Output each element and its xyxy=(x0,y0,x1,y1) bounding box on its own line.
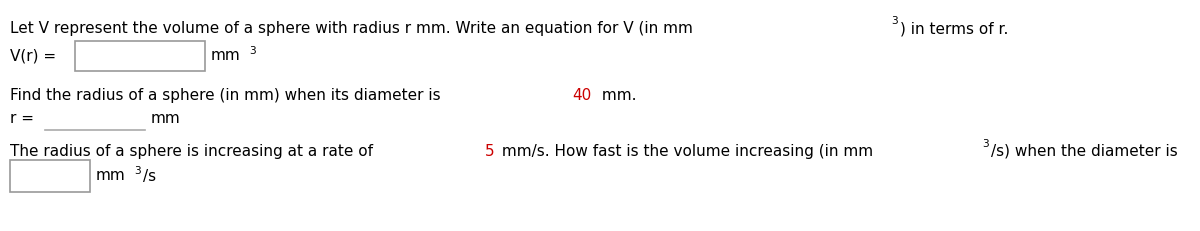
Text: 40: 40 xyxy=(572,88,592,103)
Text: Find the radius of a sphere (in mm) when its diameter is: Find the radius of a sphere (in mm) when… xyxy=(10,88,445,103)
Text: mm.: mm. xyxy=(596,88,636,103)
Text: /s) when the diameter is: /s) when the diameter is xyxy=(991,144,1183,159)
Text: ) in terms of r.: ) in terms of r. xyxy=(900,21,1008,36)
Text: V(r) =: V(r) = xyxy=(10,49,56,64)
Text: The radius of a sphere is increasing at a rate of: The radius of a sphere is increasing at … xyxy=(10,144,378,159)
Text: 3: 3 xyxy=(983,139,989,149)
Text: 5: 5 xyxy=(485,144,494,159)
Text: Let V represent the volume of a sphere with radius r mm. Write an equation for V: Let V represent the volume of a sphere w… xyxy=(10,21,692,36)
Text: mm: mm xyxy=(96,168,126,183)
FancyBboxPatch shape xyxy=(74,41,204,71)
FancyBboxPatch shape xyxy=(10,160,90,192)
Text: r =: r = xyxy=(10,111,34,126)
Text: mm: mm xyxy=(210,49,240,64)
Text: /s: /s xyxy=(143,168,156,183)
Text: mm: mm xyxy=(151,111,181,126)
Text: mm/s. How fast is the volume increasing (in mm: mm/s. How fast is the volume increasing … xyxy=(497,144,874,159)
Text: 3: 3 xyxy=(134,166,142,176)
Text: 3: 3 xyxy=(248,46,256,56)
Text: 3: 3 xyxy=(892,16,898,26)
